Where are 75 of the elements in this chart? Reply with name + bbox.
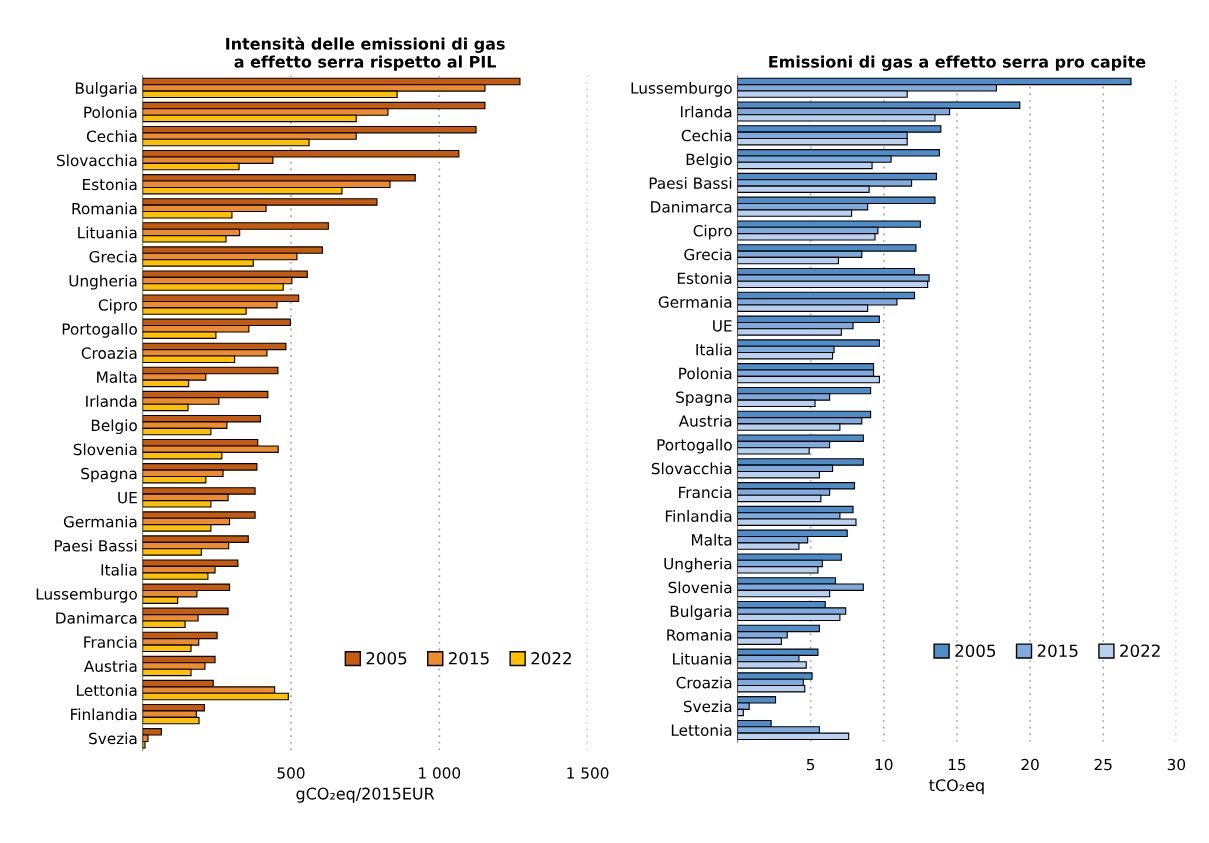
y-tick-label: Austria — [678, 414, 732, 427]
x-tick-label: 10 — [875, 758, 893, 771]
y-tick-label: Finlandia — [665, 510, 732, 522]
y-tick-label: Cipro — [98, 298, 137, 314]
y-tick-label: Finlandia — [71, 708, 137, 721]
y-tick-label: Slovacchia — [57, 154, 137, 167]
y-tick-label: Spagna — [81, 467, 137, 483]
y-tick-label: UE — [118, 492, 137, 504]
y-tick-label: Belgio — [91, 419, 137, 435]
y-tick-label: Polonia — [679, 367, 732, 380]
y-tick-label: Slovenia — [668, 581, 732, 594]
y-tick-label: Irlanda — [680, 105, 732, 118]
y-tick-label: Italia — [101, 563, 137, 576]
y-tick-label: Lussemburgo — [36, 587, 137, 603]
y-tick-label: Svezia — [683, 700, 732, 713]
legend-label: 2015 — [448, 651, 489, 665]
y-tick-label: Cechia — [86, 130, 137, 143]
y-tick-label: Paesi Bassi — [54, 539, 137, 552]
x-tick-label: 1 500 — [567, 767, 609, 779]
y-tick-label: Croazia — [81, 347, 137, 359]
y-tick-label: Belgio — [686, 153, 732, 169]
y-tick-label: Bulgaria — [670, 605, 732, 621]
y-tick-label: Danimarca — [651, 200, 732, 213]
legend-label: 2005 — [366, 651, 407, 665]
y-tick-label: Lettonia — [77, 684, 137, 697]
x-axis-title: gCO₂eq/2015EUR — [296, 787, 435, 803]
y-tick-label: Estonia — [83, 178, 137, 191]
y-tick-label: Bulgaria — [75, 82, 137, 97]
y-tick-label: Lituania — [673, 652, 732, 665]
y-tick-label: Danimarca — [56, 611, 137, 624]
y-tick-label: Lussemburgo — [631, 81, 732, 97]
y-tick-label: Romania — [72, 202, 137, 215]
y-tick-label: Italia — [696, 343, 732, 356]
chart-title: Emissioni di gas a effetto serra pro capite — [769, 55, 1146, 71]
y-tick-label: Francia — [679, 486, 732, 499]
y-tick-label: Ungheria — [69, 274, 137, 290]
y-tick-label: Croazia — [676, 676, 732, 689]
x-tick-label: 25 — [1094, 758, 1112, 771]
y-tick-label: Portogallo — [657, 438, 732, 454]
y-tick-label: Grecia — [684, 248, 732, 261]
chart-title: Intensità delle emissioni di gas a effetto serra rispetto al PIL — [226, 36, 505, 71]
y-tick-label: Germania — [63, 515, 137, 528]
y-tick-label: Austria — [83, 660, 137, 672]
legend-label: 2022 — [531, 651, 571, 665]
y-tick-label: Grecia — [89, 250, 137, 263]
legend-label: 2005 — [955, 644, 996, 658]
y-tick-label: Estonia — [677, 272, 732, 285]
x-tick-label: 30 — [1167, 758, 1186, 771]
x-axis-title: tCO₂eq — [929, 779, 984, 795]
y-tick-label: UE — [713, 320, 732, 332]
y-tick-label: Irlanda — [86, 395, 137, 408]
y-tick-label: Portogallo — [62, 322, 137, 338]
y-tick-label: Lettonia — [671, 724, 732, 736]
x-tick-label: 500 — [277, 767, 305, 779]
y-tick-label: Romania — [667, 629, 732, 641]
y-tick-label: Spagna — [676, 391, 732, 406]
y-tick-label: Slovacchia — [651, 462, 732, 475]
y-tick-label: Germania — [658, 296, 732, 308]
y-tick-label: Lituania — [78, 226, 137, 239]
y-tick-label: Cipro — [693, 224, 732, 240]
y-tick-label: Slovenia — [73, 443, 137, 456]
y-tick-label: Malta — [97, 371, 137, 383]
y-tick-label: Cechia — [681, 129, 732, 142]
y-tick-label: Ungheria — [664, 557, 732, 573]
legend-label: 2015 — [1037, 644, 1078, 658]
x-tick-label: 5 — [806, 758, 815, 771]
x-tick-label: 1 000 — [419, 767, 461, 779]
x-tick-label: 20 — [1021, 758, 1039, 771]
y-tick-label: Francia — [84, 636, 137, 648]
y-tick-label: Polonia — [84, 106, 137, 119]
x-tick-label: 15 — [948, 758, 966, 771]
y-tick-label: Paesi Bassi — [649, 177, 732, 189]
y-tick-label: Malta — [691, 533, 732, 546]
y-tick-label: Svezia — [89, 732, 137, 745]
legend-label: 2022 — [1120, 644, 1160, 658]
